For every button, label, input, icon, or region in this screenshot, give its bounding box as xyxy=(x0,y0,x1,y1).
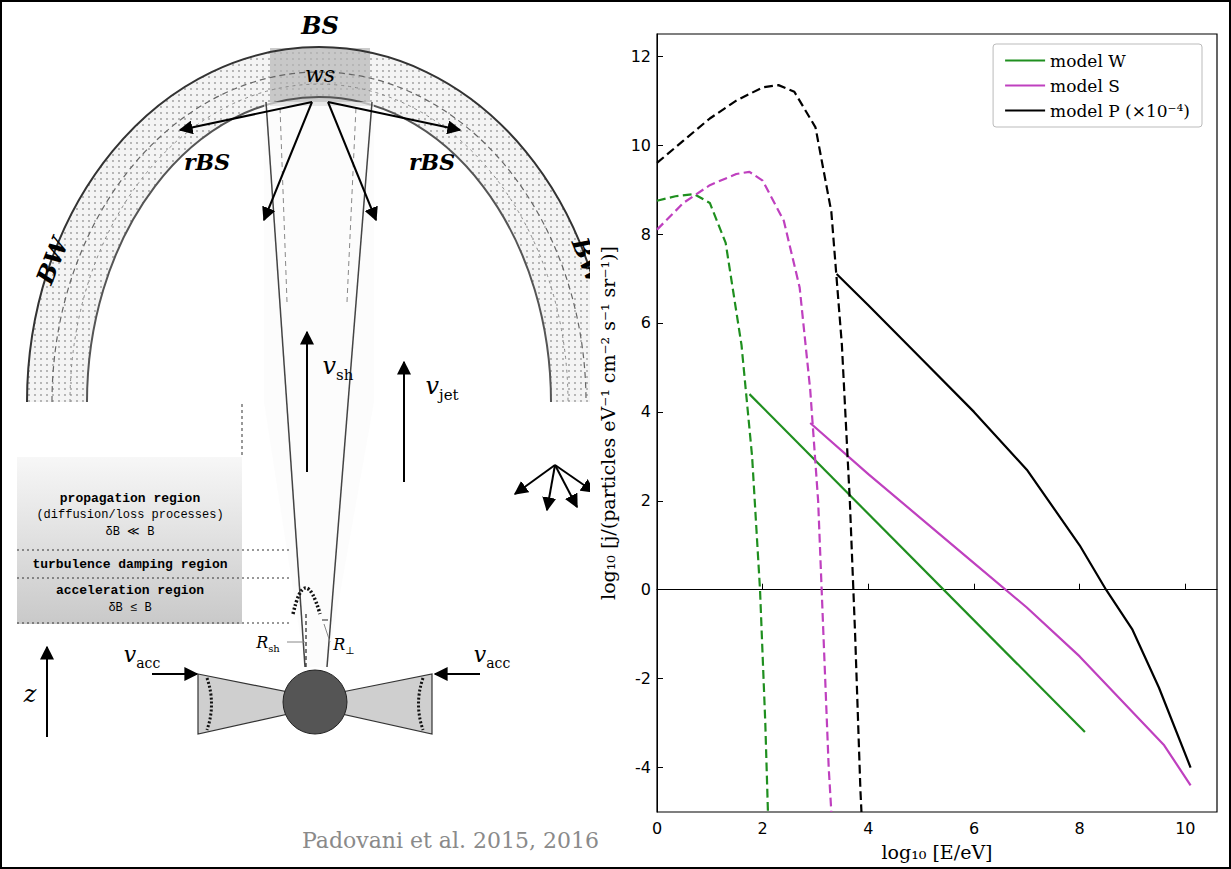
svg-text:model P (×10⁻⁴): model P (×10⁻⁴) xyxy=(1050,101,1190,121)
svg-text:BW: BW xyxy=(565,233,611,289)
svg-text:8: 8 xyxy=(641,225,651,244)
svg-text:BW: BW xyxy=(29,232,75,289)
html-text:Padovani et al. 2015, 2016: Padovani et al. 2015, 2016 xyxy=(302,828,599,853)
svg-text:8: 8 xyxy=(1075,819,1085,838)
svg-text:rBS: rBS xyxy=(184,149,230,175)
svg-text:4: 4 xyxy=(641,402,651,421)
svg-text:vacc: vacc xyxy=(474,642,511,671)
svg-text:4: 4 xyxy=(863,819,873,838)
svg-text:10: 10 xyxy=(1175,819,1195,838)
svg-text:Rsh: Rsh xyxy=(255,633,280,654)
svg-text:model W: model W xyxy=(1050,51,1126,71)
svg-text:2: 2 xyxy=(758,819,768,838)
svg-text:6: 6 xyxy=(969,819,979,838)
svg-text:rBS: rBS xyxy=(409,149,455,175)
svg-text:-4: -4 xyxy=(635,758,651,777)
svg-text:propagation region: propagation region xyxy=(60,491,201,506)
svg-text:10: 10 xyxy=(631,136,651,155)
svg-text:(diffusion/loss processes): (diffusion/loss processes) xyxy=(36,508,223,522)
svg-text:-2: -2 xyxy=(635,669,651,688)
svg-text:acceleration region: acceleration region xyxy=(56,583,204,598)
svg-text:vsh: vsh xyxy=(323,352,354,384)
svg-text:6: 6 xyxy=(641,313,651,332)
svg-text:0: 0 xyxy=(641,580,651,599)
svg-text:z: z xyxy=(23,680,37,708)
svg-text:vacc: vacc xyxy=(124,642,161,671)
svg-text:12: 12 xyxy=(631,47,651,66)
svg-text:δB ≪ B: δB ≪ B xyxy=(105,525,154,539)
svg-text:vjet: vjet xyxy=(425,372,458,404)
svg-text:log₁₀ [E/eV]: log₁₀ [E/eV] xyxy=(881,841,992,863)
svg-text:2: 2 xyxy=(641,491,651,510)
svg-text:0: 0 xyxy=(652,819,662,838)
svg-text:ws: ws xyxy=(305,62,335,87)
svg-text:R⊥: R⊥ xyxy=(332,635,354,656)
svg-text:δB ≤ B: δB ≤ B xyxy=(108,601,151,615)
svg-text:BS: BS xyxy=(300,11,339,40)
svg-text:turbulence damping region: turbulence damping region xyxy=(32,557,227,572)
svg-text:model S: model S xyxy=(1050,76,1120,96)
svg-text:log₁₀ [j/(particles eV⁻¹ cm⁻²: log₁₀ [j/(particles eV⁻¹ cm⁻² s⁻¹ sr⁻¹)] xyxy=(597,246,619,600)
